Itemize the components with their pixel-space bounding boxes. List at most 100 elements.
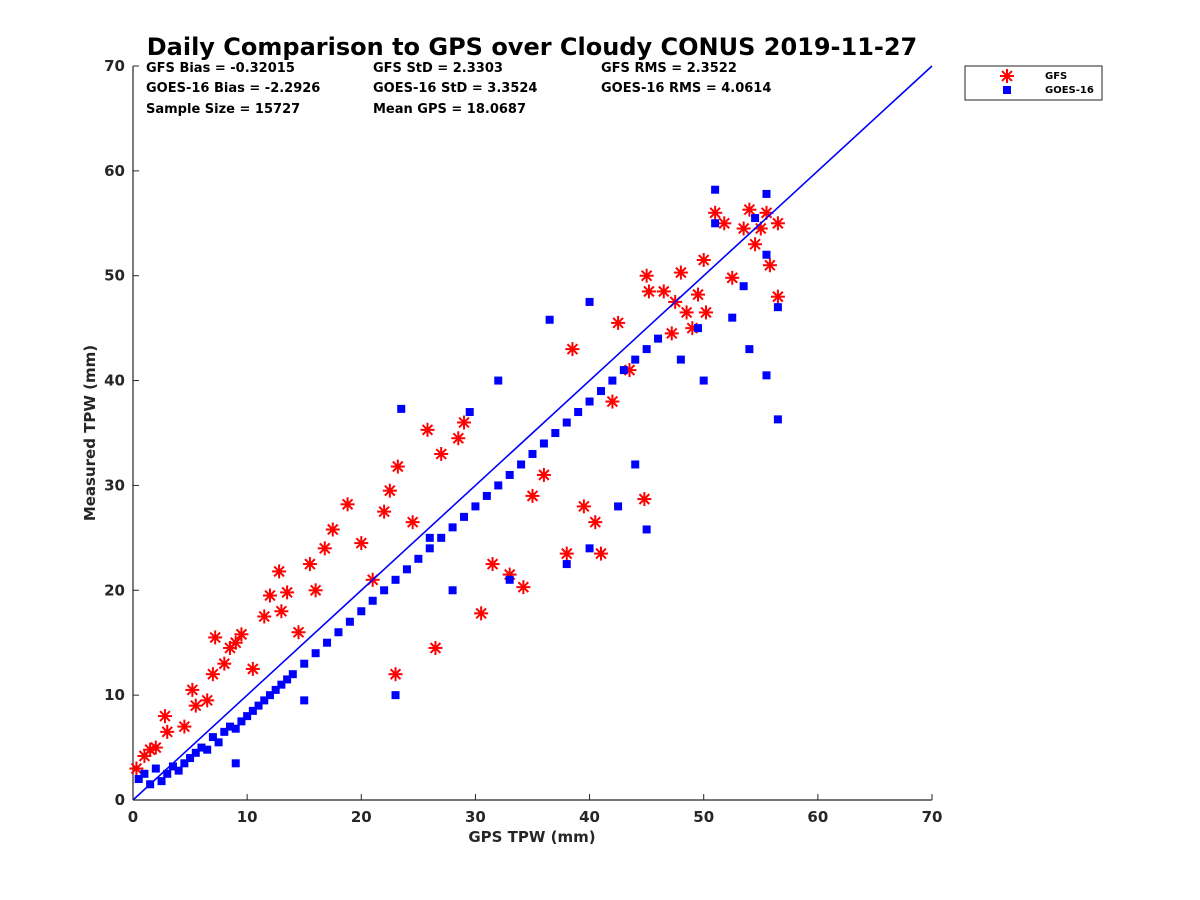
gfs-point xyxy=(262,588,277,603)
goes-16-point xyxy=(631,355,640,364)
goes-16-point xyxy=(711,219,720,228)
goes-16-point xyxy=(168,762,177,771)
goes-16-point xyxy=(163,769,172,778)
goes-16-point xyxy=(694,324,703,333)
goes-16-point xyxy=(739,282,748,291)
gfs-point xyxy=(485,557,500,572)
goes-16-point xyxy=(494,376,503,385)
chart-title: Daily Comparison to GPS over Cloudy CONU… xyxy=(147,33,918,61)
goes-16-point xyxy=(191,748,200,757)
gfs-point xyxy=(280,585,295,600)
gfs-point xyxy=(770,216,785,231)
goes-16-point xyxy=(357,607,366,616)
goes-16-point xyxy=(248,706,257,715)
gfs-point xyxy=(217,656,232,671)
goes-16-point xyxy=(517,460,526,469)
gfs-point xyxy=(691,287,706,302)
goes-16-point xyxy=(397,404,406,413)
gfs-point xyxy=(641,284,656,299)
goes-16-point xyxy=(551,429,560,437)
goes-16-point xyxy=(231,759,240,768)
y-tick-label: 40 xyxy=(104,372,125,390)
legend-goes-label: GOES-16 xyxy=(1045,85,1094,96)
goes-16-point xyxy=(728,313,737,322)
x-tick-label: 50 xyxy=(693,808,714,826)
goes-16-point xyxy=(654,334,663,343)
goes-16-point xyxy=(186,754,195,763)
gfs-point xyxy=(593,546,608,561)
gfs-point xyxy=(474,606,489,621)
goes-16-point xyxy=(448,586,457,595)
gfs-point xyxy=(160,724,175,739)
goes-16-point xyxy=(243,712,252,721)
gfs-point xyxy=(405,515,420,530)
goes-16-point xyxy=(254,701,263,710)
goes-16-point xyxy=(300,659,309,668)
legend-gfs-asterisk xyxy=(1000,69,1014,83)
gfs-point xyxy=(257,609,272,624)
goes-16-point xyxy=(585,297,594,306)
gfs-point xyxy=(234,627,249,642)
goes-16-point xyxy=(260,696,269,705)
goes-16-point xyxy=(528,449,537,458)
gfs-point xyxy=(536,467,551,482)
gfs-point xyxy=(291,625,306,640)
gfs-point xyxy=(302,557,317,572)
goes-16-point xyxy=(596,387,605,396)
goes-16-point xyxy=(505,470,514,479)
gfs-point xyxy=(228,635,243,650)
gfs-point xyxy=(576,499,591,514)
gfs-point xyxy=(611,315,626,330)
goes-16-point xyxy=(140,769,149,778)
gfs-point xyxy=(317,541,332,556)
y-tick-label: 10 xyxy=(104,686,125,704)
goes-16-point xyxy=(751,214,760,223)
gfs-point xyxy=(272,564,287,579)
goes-16-point xyxy=(545,315,554,324)
goes-16-point xyxy=(494,481,503,490)
sample-size-stat: Sample Size = 15727 xyxy=(146,102,300,117)
data-markers xyxy=(129,185,785,789)
goes-16-point xyxy=(562,560,571,569)
gfs-bias-stat: GFS Bias = -0.32015 xyxy=(146,61,295,76)
goes-16-point xyxy=(448,523,457,532)
goes-std-stat: GOES-16 StD = 3.3524 xyxy=(373,81,537,96)
goes-16-point xyxy=(174,766,183,775)
gfs-rms-stat: GFS RMS = 2.3522 xyxy=(601,61,737,76)
goes-16-point xyxy=(277,680,286,689)
goes-16-point xyxy=(345,617,354,626)
goes-16-point xyxy=(762,371,771,380)
gfs-point xyxy=(696,252,711,267)
goes-16-point xyxy=(157,777,166,786)
goes-16-point xyxy=(134,775,143,784)
gfs-point xyxy=(388,667,403,682)
goes-16-point xyxy=(699,376,708,385)
goes-16-point xyxy=(425,544,434,553)
goes-16-point xyxy=(437,533,446,542)
goes-16-point xyxy=(585,544,594,553)
goes-16-point xyxy=(231,724,240,733)
goes-16-point xyxy=(288,670,297,679)
goes-16-point xyxy=(368,596,377,605)
goes-16-point xyxy=(642,525,651,534)
goes-16-point xyxy=(334,628,343,637)
gfs-point xyxy=(434,446,449,461)
goes-16-point xyxy=(642,345,651,354)
goes-16-point xyxy=(562,418,571,427)
goes-rms-stat: GOES-16 RMS = 4.0614 xyxy=(601,81,771,96)
goes-16-point xyxy=(197,743,206,752)
gfs-point xyxy=(451,431,466,446)
gfs-point xyxy=(354,536,369,551)
gfs-point xyxy=(245,661,260,676)
gfs-point xyxy=(377,504,392,519)
goes-16-point xyxy=(323,638,332,647)
one-to-one-line xyxy=(132,65,933,801)
goes-16-point xyxy=(391,575,400,584)
legend: GFS GOES-16 xyxy=(964,65,1103,101)
gfs-point xyxy=(708,205,723,220)
gfs-point xyxy=(137,748,152,763)
gfs-point xyxy=(664,326,679,341)
legend-gfs-label: GFS xyxy=(1045,71,1067,82)
goes-16-point xyxy=(151,764,160,773)
